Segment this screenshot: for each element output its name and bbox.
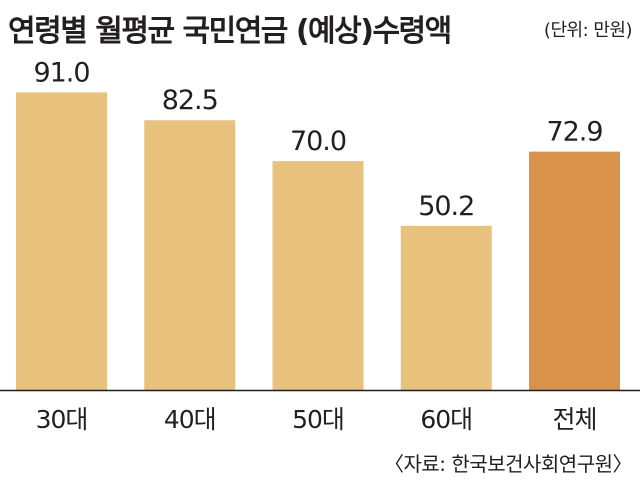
chart-title: 연령별 월평균 국민연금 (예상)수령액 bbox=[8, 14, 452, 49]
bar-1 bbox=[16, 92, 107, 391]
bar-2 bbox=[144, 120, 236, 390]
bar-5 bbox=[529, 151, 620, 390]
bars-group bbox=[16, 92, 620, 391]
category-label-5: 전체 bbox=[552, 405, 596, 434]
value-label-1: 91.0 bbox=[33, 57, 89, 88]
value-label-2: 82.5 bbox=[162, 85, 218, 116]
value-label-5: 72.9 bbox=[546, 117, 602, 148]
category-labels-group: 30대 40대 50대 60대 전체 bbox=[36, 405, 598, 434]
category-label-4: 60대 bbox=[420, 405, 472, 434]
source-note: 〈자료: 한국보건사회연구원〉 bbox=[384, 452, 633, 476]
value-labels-group: 91.0 82.5 70.0 50.2 72.9 bbox=[33, 57, 603, 222]
category-label-1: 30대 bbox=[36, 405, 88, 434]
unit-label: (단위: 만원) bbox=[543, 20, 633, 41]
value-label-3: 70.0 bbox=[290, 126, 346, 157]
category-label-3: 50대 bbox=[292, 405, 344, 434]
bar-3 bbox=[272, 161, 364, 390]
bar-4 bbox=[400, 225, 492, 390]
category-label-2: 40대 bbox=[164, 405, 216, 434]
value-label-4: 50.2 bbox=[418, 191, 474, 222]
